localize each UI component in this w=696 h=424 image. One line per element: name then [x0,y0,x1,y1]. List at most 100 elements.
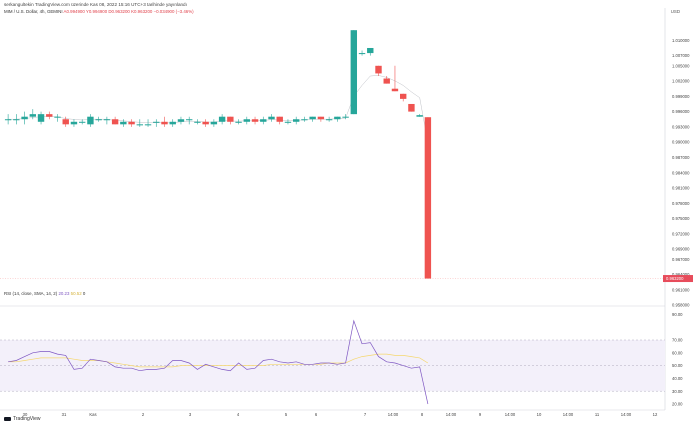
candle [301,116,308,122]
candle [251,116,259,125]
candle-body [358,53,366,55]
candle-body [29,114,37,117]
candle-body [128,121,135,125]
candle [153,119,160,127]
candle [194,119,201,125]
candle-body [243,119,251,122]
time-tick-label: 11 [595,412,600,417]
rsi-zero-value: 0 [82,291,86,296]
price-tick-label: 0.969000 [672,247,690,252]
candle-body [276,116,283,122]
candle [350,30,358,115]
rsi-tick-label: 90.00 [672,312,683,317]
candle-body [218,116,226,122]
candle-body [37,114,45,122]
candle-body [227,116,234,122]
candle [202,119,209,127]
candle [177,116,185,125]
brand-label: TradingView [13,416,41,422]
candle-body [251,119,259,122]
candle-body [194,121,201,123]
candle-body [325,119,333,121]
time-tick-label: 14:00 [388,412,399,417]
price-tick-label: 1.002000 [672,79,690,84]
candle-body [202,121,209,125]
candle-body [13,119,20,121]
candle-body [391,88,399,92]
candle [161,116,168,127]
candle [111,116,119,125]
moving-average-line [8,75,429,143]
price-tick-label: 0.993000 [672,124,690,129]
candle [218,114,226,125]
candle-body [177,119,185,122]
last-price-tag-bg [663,275,693,283]
time-tick-label: 10 [537,412,542,417]
candle-body [161,121,168,125]
candle-body [301,119,308,121]
candle-body [103,119,111,121]
candle [95,116,102,122]
tradingview-footer[interactable]: TradingView [4,416,41,422]
symbol-legend: MIM / U.S. Dollar, 4h, GEMINI A0.994900 … [4,9,194,14]
candle-body [260,119,267,122]
symbol-name: MIM / U.S. Dollar, 4h, GEMINI [4,9,63,14]
price-tick-label: 0.975000 [672,216,690,221]
candle [317,116,325,122]
time-tick-label: 14:00 [563,412,574,417]
candle [309,116,316,122]
candle [70,119,78,127]
candle-body [383,78,390,84]
candle [325,116,333,122]
price-tick-label: 0.984000 [672,170,690,175]
candle-body [111,119,119,125]
candle-body [235,121,242,123]
price-tick-label: 0.996000 [672,109,690,114]
candle-body [62,119,69,125]
rsi-legend: RSI (14, close, SMA, 14, 2) 20.23 50.52 … [4,291,85,296]
candle [4,114,12,125]
rsi-value: 20.23 [58,291,70,296]
price-tick-label: 0.964000 [672,272,690,277]
candle [391,65,399,92]
time-tick-label: 5 [285,412,288,417]
candle-body [120,121,127,125]
candle [144,119,152,127]
rsi-line [8,319,429,405]
candle-body [185,119,193,121]
candle [235,119,242,125]
price-tick-label: 0.961000 [672,287,690,292]
tradingview-logo-icon [4,417,11,421]
candle-body [78,121,86,123]
price-tick-label: 1.010000 [672,38,690,43]
price-tick-label: 0.978000 [672,201,690,206]
candle-body [4,119,12,121]
price-tick-label: 1.005000 [672,63,690,68]
time-tick-label: 14:00 [621,412,632,417]
time-tick-label: 31 [62,412,67,417]
candle-body [350,30,358,115]
candle-body [292,119,300,122]
candle [367,47,374,56]
candle [185,116,193,125]
time-tick-label: 3 [189,412,192,417]
candle-body [284,121,292,123]
candle [292,116,300,125]
ohlc-values: A0.994900 Y0.994900 D0.963200 K0.963200 … [63,9,194,14]
candle-body [144,124,152,126]
candle [62,116,69,127]
rsi-tick-label: 40.00 [672,376,683,381]
time-tick-label: 14:00 [505,412,516,417]
time-tick-label: 14:00 [446,412,457,417]
candle [128,119,135,127]
candle [46,111,53,120]
candle [334,116,341,122]
candle [416,114,423,117]
candle-body [375,65,382,74]
candle [78,119,86,125]
candle [37,111,45,125]
candle-body [342,116,349,118]
candle [268,114,275,122]
price-tick-label: 0.958000 [672,303,690,308]
